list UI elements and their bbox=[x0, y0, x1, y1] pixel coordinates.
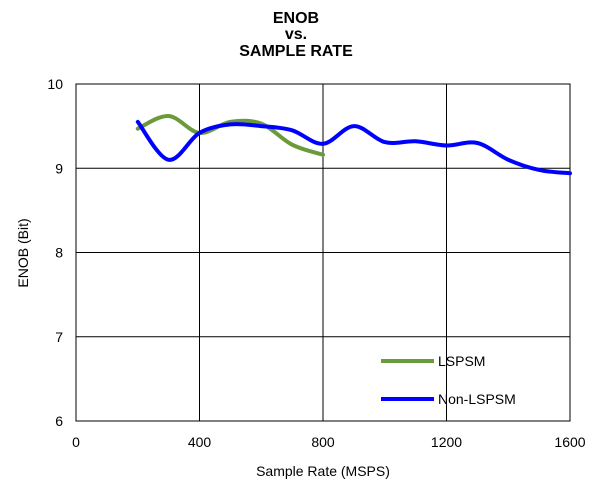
chart-title-line-2: vs. bbox=[284, 26, 308, 43]
y-tick-label: 7 bbox=[55, 329, 63, 345]
x-tick-label: 1600 bbox=[554, 434, 585, 450]
legend: LSPSM Non-LSPSM bbox=[381, 353, 516, 407]
y-tick-label: 9 bbox=[55, 160, 63, 176]
tick-layer: 0 400 800 1200 1600 6 7 8 9 10 bbox=[47, 76, 585, 450]
x-tick-label: 800 bbox=[311, 434, 335, 450]
x-tick-label: 400 bbox=[188, 434, 212, 450]
chart-title-line-3: SAMPLE RATE bbox=[239, 43, 353, 60]
series-line-lspsm bbox=[135, 114, 325, 157]
y-tick-label: 10 bbox=[47, 76, 63, 92]
legend-label: LSPSM bbox=[438, 353, 485, 369]
series-line-non-lspsm bbox=[135, 119, 572, 176]
x-tick-label: 0 bbox=[72, 434, 80, 450]
grid-layer bbox=[75, 83, 571, 422]
x-axis-label: Sample Rate (MSPS) bbox=[256, 463, 390, 479]
y-tick-label: 6 bbox=[55, 413, 63, 429]
x-tick-label: 1200 bbox=[431, 434, 462, 450]
y-tick-label: 8 bbox=[55, 245, 63, 261]
series-layer bbox=[135, 114, 572, 176]
chart-title-line-1: ENOB bbox=[272, 10, 320, 27]
legend-label: Non-LSPSM bbox=[438, 391, 516, 407]
y-axis-label: ENOB (Bit) bbox=[15, 218, 31, 287]
